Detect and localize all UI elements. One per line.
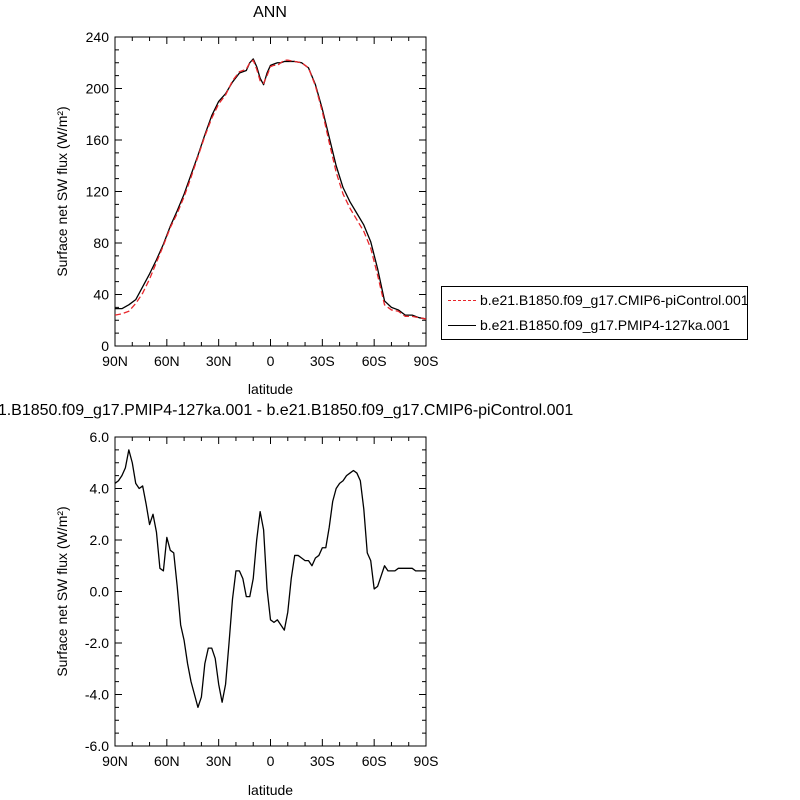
legend-item-127ka: b.e21.B1850.f09_g17.PMIP4-127ka.001 xyxy=(442,316,747,336)
y-tick-label: 0 xyxy=(101,338,109,354)
legend-box: b.e21.B1850.f09_g17.CMIP6-piControl.001 … xyxy=(441,286,749,340)
y-axis-label: Surface net SW flux (W/m²) xyxy=(54,506,70,676)
x-tick-label: 60S xyxy=(362,753,387,769)
y-tick-label: 200 xyxy=(86,81,110,97)
x-tick-label: 90N xyxy=(102,353,128,369)
series-line-0 xyxy=(115,449,426,709)
y-tick-label: 2.0 xyxy=(90,532,110,548)
x-tick-label: 60S xyxy=(362,353,387,369)
chart-title: ANN xyxy=(253,4,287,21)
series-line-1 xyxy=(115,58,426,320)
y-tick-label: -2.0 xyxy=(85,635,109,651)
legend-swatch-solid-black xyxy=(448,325,476,326)
x-tick-label: 0 xyxy=(267,753,275,769)
legend-label-127ka: b.e21.B1850.f09_g17.PMIP4-127ka.001 xyxy=(480,317,730,333)
top-chart-panel: ANN 90N 60N 30N 0 30S 60S 90S 0 40 80 120 160 200 240 l… xyxy=(54,4,438,397)
x-tick-label: 90N xyxy=(102,753,128,769)
y-tick-label: 40 xyxy=(93,287,109,303)
legend-item-piControl: b.e21.B1850.f09_g17.CMIP6-piControl.001 xyxy=(442,291,749,311)
x-tick-label: 0 xyxy=(267,353,275,369)
bottom-chart-panel: b.e21.B1850.f09_g17.PMIP4-127ka.001 - b.… xyxy=(0,402,573,798)
y-tick-label: -6.0 xyxy=(85,738,109,754)
y-axis-label: Surface net SW flux (W/m²) xyxy=(54,106,70,276)
y-tick-label: -4.0 xyxy=(85,687,109,703)
x-tick-label: 30N xyxy=(206,753,232,769)
plot-frame xyxy=(114,436,427,747)
y-tick-label: 0.0 xyxy=(90,584,110,600)
series-line-0 xyxy=(115,59,426,320)
x-tick-label: 90S xyxy=(414,753,439,769)
y-tick-label: 120 xyxy=(86,184,110,200)
x-tick-label: 30S xyxy=(310,753,335,769)
x-tick-label: 30N xyxy=(206,353,232,369)
plot-frame xyxy=(114,36,427,347)
x-tick-label: 60N xyxy=(154,353,180,369)
x-tick-label: 90S xyxy=(414,353,439,369)
chart-title: b.e21.B1850.f09_g17.PMIP4-127ka.001 - b.… xyxy=(0,402,573,419)
x-axis-label: latitude xyxy=(248,782,293,798)
legend-swatch-dashed-red xyxy=(448,300,476,301)
x-tick-label: 30S xyxy=(310,353,335,369)
y-tick-label: 160 xyxy=(86,132,110,148)
y-tick-label: 240 xyxy=(86,29,110,45)
y-tick-label: 4.0 xyxy=(90,481,110,497)
x-axis-label: latitude xyxy=(248,381,293,397)
legend-label-piControl: b.e21.B1850.f09_g17.CMIP6-piControl.001 xyxy=(480,292,749,308)
y-tick-label: 6.0 xyxy=(90,429,110,445)
y-tick-label: 80 xyxy=(93,235,109,251)
x-tick-label: 60N xyxy=(154,753,180,769)
